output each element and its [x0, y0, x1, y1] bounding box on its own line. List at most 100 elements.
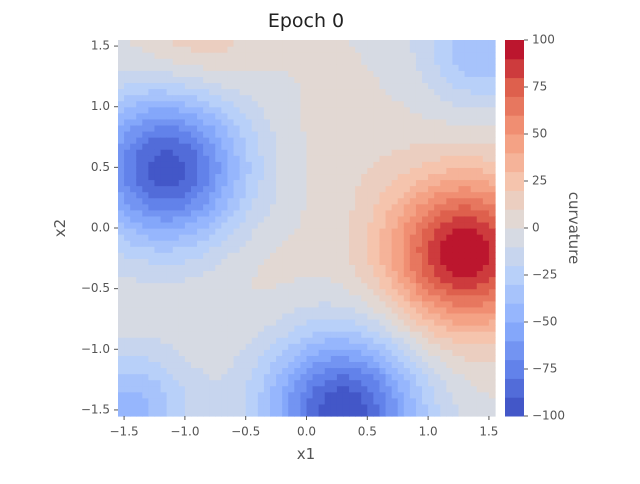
heatmap-cell: [422, 149, 429, 156]
heatmap-cell: [118, 337, 125, 344]
heatmap-cell: [239, 367, 247, 375]
heatmap-cell: [458, 355, 466, 363]
heatmap-cell: [300, 167, 308, 175]
heatmap-cell: [294, 40, 302, 47]
heatmap-cell: [312, 124, 320, 132]
heatmap-cell: [124, 228, 131, 235]
heatmap-cell: [355, 70, 362, 77]
heatmap-cell: [355, 288, 362, 296]
heatmap-cell: [458, 276, 466, 284]
heatmap-cell: [312, 270, 320, 278]
heatmap-cell: [391, 58, 399, 65]
heatmap-cell: [215, 288, 222, 296]
heatmap-cell: [282, 325, 289, 332]
heatmap-cell: [361, 385, 368, 393]
colorbar-segment: [505, 265, 524, 285]
heatmap-cell: [397, 155, 405, 162]
heatmap-cell: [306, 221, 314, 229]
heatmap-cell: [373, 240, 381, 247]
heatmap-cell: [330, 385, 338, 393]
heatmap-cell: [148, 191, 156, 199]
heatmap-cell: [118, 361, 125, 369]
heatmap-cell: [257, 246, 265, 253]
heatmap-cell: [233, 112, 241, 120]
heatmap-cell: [227, 325, 235, 332]
heatmap-cell: [361, 294, 368, 302]
heatmap-cell: [409, 258, 417, 265]
heatmap-cell: [415, 173, 423, 181]
heatmap-cell: [355, 40, 362, 47]
heatmap-cell: [136, 264, 143, 272]
heatmap-cell: [391, 143, 399, 150]
heatmap-cell: [124, 373, 131, 381]
heatmap-cell: [130, 276, 137, 284]
heatmap-cell: [373, 118, 381, 126]
heatmap-cell: [342, 161, 350, 168]
heatmap-cell: [355, 167, 362, 175]
heatmap-cell: [270, 403, 277, 411]
heatmap-cell: [361, 397, 368, 405]
heatmap-cell: [178, 112, 186, 120]
heatmap-cell: [446, 161, 454, 168]
heatmap-cell: [379, 70, 387, 77]
heatmap-cell: [361, 185, 368, 193]
heatmap-cell: [124, 385, 131, 393]
heatmap-cell: [379, 246, 387, 253]
heatmap-cell: [324, 179, 332, 187]
heatmap-cell: [227, 294, 235, 302]
heatmap-cell: [300, 130, 308, 138]
heatmap-cell: [233, 294, 241, 302]
colorbar-tick-label: −75: [532, 362, 557, 376]
heatmap-cell: [209, 215, 216, 223]
heatmap-cell: [415, 385, 423, 393]
heatmap-cell: [136, 58, 143, 65]
heatmap-cell: [440, 106, 447, 114]
heatmap-cell: [154, 361, 162, 369]
heatmap-cell: [452, 282, 460, 290]
heatmap-cell: [324, 70, 332, 77]
heatmap-cell: [446, 106, 454, 114]
heatmap-cell: [130, 173, 137, 181]
heatmap-cell: [349, 118, 356, 126]
heatmap-cell: [464, 52, 472, 59]
heatmap-cell: [470, 215, 478, 223]
heatmap-cell: [178, 40, 186, 47]
heatmap-cell: [367, 94, 374, 102]
heatmap-cell: [300, 300, 308, 308]
heatmap-cell: [251, 124, 259, 132]
heatmap-cell: [312, 64, 320, 71]
heatmap-cell: [251, 246, 259, 253]
heatmap-cell: [324, 252, 332, 259]
y-tick-label: −0.5: [81, 281, 110, 295]
heatmap-cell: [330, 367, 338, 375]
heatmap-cell: [458, 179, 466, 187]
heatmap-cell: [330, 137, 338, 144]
heatmap-cell: [172, 270, 180, 278]
heatmap-cell: [464, 331, 472, 338]
heatmap-cell: [251, 137, 259, 144]
heatmap-cell: [470, 300, 478, 308]
heatmap-cell: [367, 294, 374, 302]
heatmap-cell: [190, 361, 198, 369]
heatmap-cell: [136, 137, 143, 144]
heatmap-cell: [434, 318, 441, 326]
heatmap-cell: [306, 373, 314, 381]
heatmap-cell: [203, 318, 210, 326]
heatmap-cell: [434, 246, 441, 253]
heatmap-cell: [227, 379, 235, 387]
heatmap-cell: [300, 228, 308, 235]
heatmap-cell: [136, 149, 143, 156]
heatmap-cell: [203, 52, 210, 59]
heatmap-cell: [379, 173, 387, 181]
heatmap-cell: [482, 94, 490, 102]
heatmap-cell: [209, 300, 216, 308]
heatmap-cell: [166, 367, 174, 375]
heatmap-cell: [312, 167, 320, 175]
heatmap-cell: [294, 58, 302, 65]
heatmap-cell: [263, 40, 271, 47]
heatmap-cell: [482, 70, 490, 77]
heatmap-cell: [452, 379, 460, 387]
heatmap-cell: [361, 409, 368, 417]
heatmap-cell: [251, 118, 259, 126]
heatmap-cell: [415, 52, 423, 59]
